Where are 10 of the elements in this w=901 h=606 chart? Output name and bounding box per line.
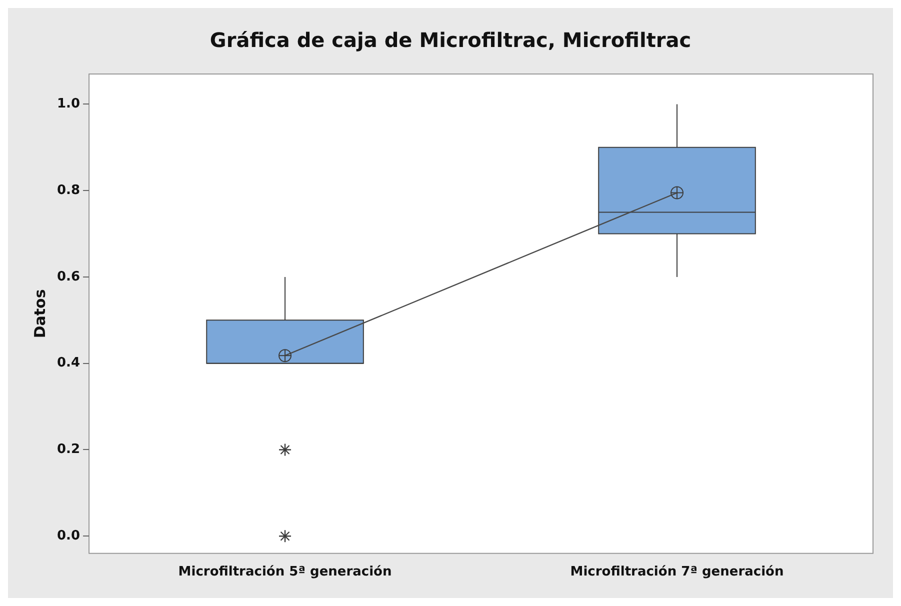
x-tick-label: Microfiltración 5ª generación <box>178 564 392 580</box>
y-tick-label: 0.0 <box>57 528 80 544</box>
y-tick-label: 0.8 <box>57 182 80 198</box>
y-tick-label: 0.2 <box>57 442 80 458</box>
y-tick-label: 0.6 <box>57 269 80 284</box>
y-axis-title: Datos <box>30 289 49 338</box>
chart-title: Gráfica de caja de Microfiltrac, Microfiltrac <box>210 28 692 52</box>
y-tick-label: 0.4 <box>57 356 80 371</box>
x-tick-label: Microfiltración 7ª generación <box>570 564 784 580</box>
y-tick-label: 1.0 <box>57 96 80 112</box>
